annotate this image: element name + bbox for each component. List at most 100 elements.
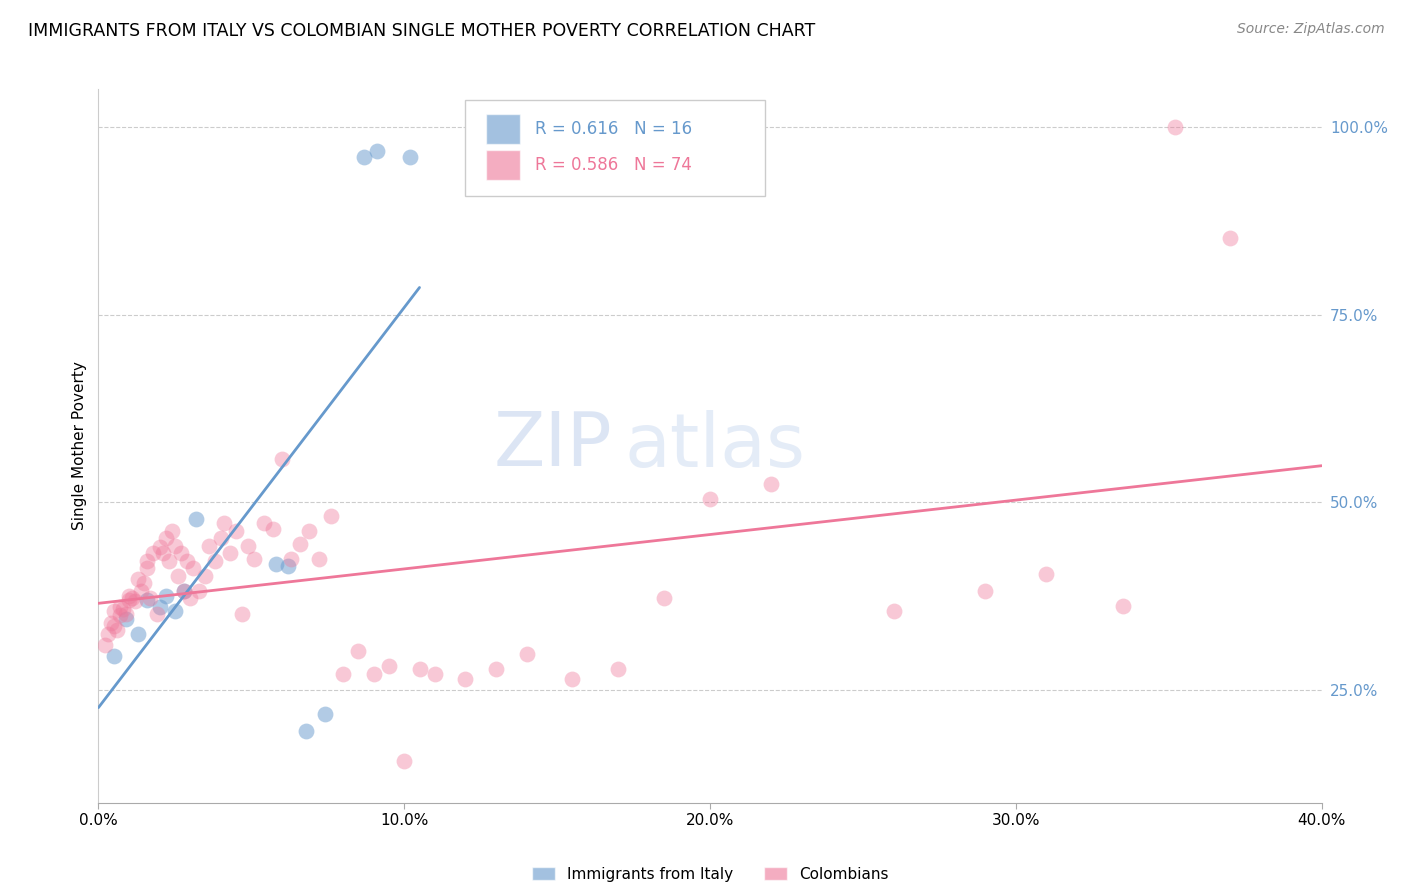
Text: ZIP: ZIP (494, 409, 612, 483)
Point (408, 662, 430, 676)
Point (155, 589, 177, 603)
Point (157, 554, 180, 568)
Point (111, 602, 134, 616)
Point (129, 584, 152, 599)
Text: Source: ZipAtlas.com: Source: ZipAtlas.com (1237, 22, 1385, 37)
Point (103, 619, 125, 633)
Point (197, 539, 219, 553)
Point (163, 603, 186, 617)
Point (209, 532, 232, 546)
Y-axis label: Single Mother Poverty: Single Mother Poverty (72, 361, 87, 531)
Point (1164, 120, 1187, 134)
Point (118, 589, 141, 603)
Point (319, 508, 342, 523)
Point (308, 551, 330, 566)
Point (378, 659, 401, 673)
Point (347, 644, 370, 658)
Point (699, 491, 721, 506)
Point (280, 551, 302, 566)
Point (277, 559, 299, 574)
Point (108, 600, 131, 615)
Text: R = 0.586   N = 74: R = 0.586 N = 74 (536, 156, 692, 174)
Point (181, 561, 204, 575)
Point (142, 546, 165, 560)
Point (298, 524, 321, 538)
Point (204, 554, 226, 568)
Legend: Immigrants from Italy, Colombians: Immigrants from Italy, Colombians (526, 861, 894, 888)
Point (353, 150, 375, 164)
Point (100, 615, 122, 630)
Point (97, 627, 120, 641)
Point (225, 524, 247, 538)
Point (105, 623, 128, 637)
Text: IMMIGRANTS FROM ITALY VS COLOMBIAN SINGLE MOTHER POVERTY CORRELATION CHART: IMMIGRANTS FROM ITALY VS COLOMBIAN SINGL… (28, 22, 815, 40)
Point (392, 755, 416, 769)
Point (219, 546, 242, 560)
Bar (486, 114, 520, 145)
Point (212, 516, 235, 531)
Point (290, 536, 312, 550)
Point (103, 649, 125, 664)
Point (1219, 231, 1241, 245)
Point (194, 569, 217, 583)
Point (173, 584, 195, 599)
Point (152, 546, 174, 560)
Point (243, 551, 266, 566)
Point (423, 666, 446, 681)
Point (561, 672, 583, 686)
Point (238, 539, 260, 553)
FancyBboxPatch shape (465, 100, 765, 196)
Point (883, 604, 905, 618)
Point (134, 576, 156, 591)
Point (295, 724, 318, 739)
Point (163, 539, 186, 553)
Point (93, 638, 115, 652)
Point (155, 531, 177, 545)
Point (179, 591, 201, 606)
Point (607, 662, 630, 676)
Point (173, 584, 195, 599)
Point (314, 707, 336, 722)
Point (139, 591, 162, 606)
Point (115, 607, 138, 621)
Point (252, 516, 274, 531)
Point (136, 554, 159, 568)
Point (1035, 566, 1057, 581)
Point (1112, 599, 1135, 613)
Point (485, 662, 508, 676)
Point (454, 672, 477, 686)
Point (103, 604, 125, 618)
Point (974, 584, 997, 599)
Point (124, 594, 146, 608)
Point (170, 546, 193, 560)
Point (188, 584, 211, 599)
Point (186, 512, 208, 526)
Point (145, 607, 167, 621)
Point (270, 451, 292, 466)
Point (136, 560, 159, 574)
Point (264, 557, 287, 571)
Point (149, 600, 172, 615)
Point (149, 541, 172, 555)
Point (516, 647, 538, 661)
Point (108, 607, 131, 622)
Point (118, 593, 141, 607)
Point (136, 593, 159, 607)
Point (167, 569, 190, 583)
Point (332, 666, 354, 681)
Point (160, 524, 183, 538)
Point (262, 522, 284, 536)
Point (176, 554, 198, 568)
Point (115, 612, 138, 626)
Point (127, 627, 149, 641)
Point (759, 476, 782, 491)
Point (652, 591, 675, 606)
Point (363, 666, 385, 681)
Bar (486, 150, 520, 180)
Point (121, 591, 143, 606)
Point (399, 150, 422, 164)
Point (366, 144, 388, 158)
Text: R = 0.616   N = 16: R = 0.616 N = 16 (536, 120, 692, 138)
Point (231, 607, 253, 621)
Text: atlas: atlas (624, 409, 806, 483)
